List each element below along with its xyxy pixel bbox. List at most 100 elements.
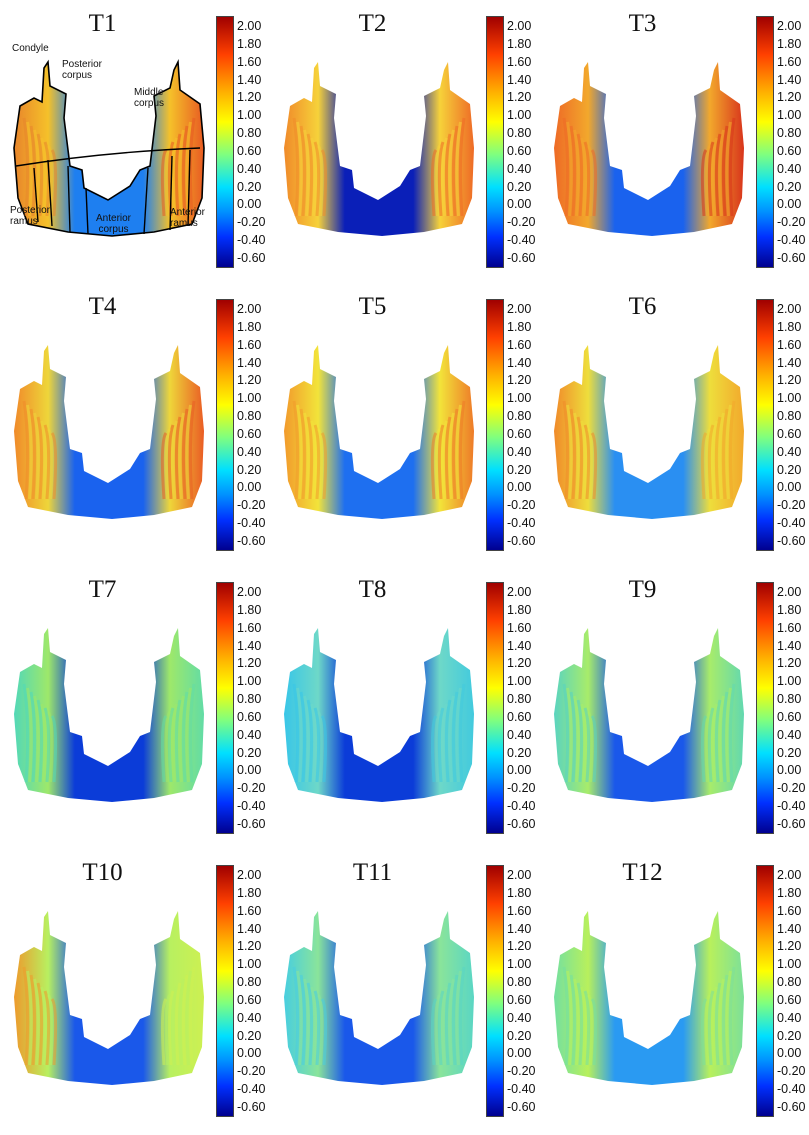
colorbar-tick-label: 0.80 <box>777 974 802 989</box>
colorbar-tick-label: 2.00 <box>777 301 802 316</box>
colorbar-tick-label: -0.60 <box>777 816 806 831</box>
panel-title: T12 <box>622 859 663 886</box>
colorbar-labels: 2.00 1.80 1.60 1.40 1.20 1.00 0.80 0.60 0.40 0.20… <box>237 582 277 834</box>
colorbar-tick-label: 0.00 <box>777 1046 802 1061</box>
colorbar-tick-label: -0.40 <box>237 1081 266 1096</box>
colorbar-tick-label: -0.40 <box>237 515 266 530</box>
mandible-surface <box>14 345 204 519</box>
colorbar-tick-label: 0.80 <box>507 691 532 706</box>
colorbar-tick-label: 0.60 <box>507 426 532 441</box>
colorbar-labels: 2.00 1.80 1.60 1.40 1.20 1.00 0.80 0.60 0.40 0.20… <box>237 16 277 268</box>
colorbar-labels: 2.00 1.80 1.60 1.40 1.20 1.00 0.80 0.60 0.40 0.20… <box>777 865 809 1117</box>
panel-title: T2 <box>358 10 387 37</box>
colorbar-tick-label: -0.40 <box>777 798 806 813</box>
mandible-heatmap <box>554 911 744 1085</box>
colorbar-tick-label: 1.40 <box>777 921 802 936</box>
colorbar-tick-label: 1.80 <box>237 36 262 51</box>
mandible-heatmap <box>284 62 474 236</box>
colorbar-tick-label: 0.40 <box>237 1010 262 1025</box>
colorbar-tick-label: 0.00 <box>507 480 532 495</box>
panel-t10: T10 2.00 1.80 1.60 1.40 1.20 1.00 0.80 0.60 0.40 0… <box>0 849 270 1132</box>
colorbar-tick-label: 1.80 <box>507 319 532 334</box>
panel-title: T9 <box>628 576 657 603</box>
colorbar <box>756 582 774 834</box>
colorbar-tick-label: 0.60 <box>237 143 262 158</box>
colorbar-tick-label: -0.60 <box>507 250 536 265</box>
colorbar-tick-label: 2.00 <box>237 584 262 599</box>
colorbar-tick-label: 1.20 <box>777 656 802 671</box>
colorbar-tick-label: -0.20 <box>507 781 536 796</box>
mandible-surface <box>284 345 474 519</box>
colorbar-tick-label: 0.20 <box>237 1028 262 1043</box>
colorbar-tick-label: -0.20 <box>237 215 266 230</box>
colorbar-tick-label: -0.60 <box>777 250 806 265</box>
colorbar-tick-label: -0.60 <box>237 1099 266 1114</box>
colorbar <box>216 299 234 551</box>
colorbar-tick-label: 0.00 <box>237 197 262 212</box>
colorbar <box>756 299 774 551</box>
colorbar-tick-label: 0.60 <box>237 992 262 1007</box>
panel-t9: T9 2.00 1.80 1.60 1.40 1.20 1.00 0.80 0.60 0.40 0.… <box>540 566 809 849</box>
panel-title: T11 <box>352 859 393 886</box>
colorbar-tick-label: 0.00 <box>507 197 532 212</box>
colorbar-tick-label: -0.40 <box>237 232 266 247</box>
mandible-surface <box>284 911 474 1085</box>
colorbar-tick-label: 0.00 <box>237 1046 262 1061</box>
colorbar-tick-label: 2.00 <box>237 18 262 33</box>
colorbar-tick-label: 1.60 <box>507 903 532 918</box>
colorbar-tick-label: 0.00 <box>507 1046 532 1061</box>
colorbar-tick-label: 1.40 <box>237 921 262 936</box>
mandible-heatmap <box>554 628 744 802</box>
colorbar-tick-label: 0.00 <box>237 763 262 778</box>
colorbar-tick-label: 1.40 <box>777 355 802 370</box>
panel-title: T7 <box>88 576 117 603</box>
colorbar-tick-label: 0.80 <box>777 408 802 423</box>
colorbar-tick-label: -0.60 <box>777 1099 806 1114</box>
colorbar-tick-label: 1.20 <box>777 90 802 105</box>
mandible-surface <box>14 628 204 802</box>
colorbar-tick-label: 1.80 <box>507 36 532 51</box>
colorbar-tick-label: 0.20 <box>507 745 532 760</box>
middle-corpus-label: Middle corpus <box>134 87 165 109</box>
panel-title: T4 <box>88 293 117 320</box>
colorbar-tick-label: 0.00 <box>777 197 802 212</box>
colorbar-tick-label: 0.60 <box>777 143 802 158</box>
colorbar-tick-label: 0.60 <box>507 992 532 1007</box>
colorbar-tick-label: -0.20 <box>507 215 536 230</box>
colorbar-tick-label: 1.60 <box>507 337 532 352</box>
colorbar-tick-label: 1.60 <box>777 620 802 635</box>
colorbar-tick-label: -0.40 <box>237 798 266 813</box>
colorbar <box>216 16 234 268</box>
region-divider <box>169 155 173 231</box>
colorbar-tick-label: -0.60 <box>507 533 536 548</box>
colorbar-tick-label: 2.00 <box>777 867 802 882</box>
colorbar-tick-label: 0.40 <box>237 727 262 742</box>
colorbar-tick-label: 0.60 <box>777 709 802 724</box>
colorbar-tick-label: 1.40 <box>237 72 262 87</box>
colorbar-tick-label: -0.20 <box>777 498 806 513</box>
colorbar-tick-label: 1.00 <box>237 107 262 122</box>
colorbar-tick-label: 1.00 <box>507 390 532 405</box>
colorbar-tick-label: 1.40 <box>237 355 262 370</box>
colorbar-labels: 2.00 1.80 1.60 1.40 1.20 1.00 0.80 0.60 0.40 0.20… <box>507 865 547 1117</box>
colorbar-tick-label: 0.20 <box>777 745 802 760</box>
colorbar-tick-label: 1.60 <box>507 620 532 635</box>
colorbar-tick-label: 1.00 <box>507 673 532 688</box>
colorbar-tick-label: -0.20 <box>777 1064 806 1079</box>
colorbar-tick-label: -0.20 <box>237 781 266 796</box>
colorbar-tick-label: 0.40 <box>507 161 532 176</box>
colorbar-tick-label: 0.20 <box>237 745 262 760</box>
colorbar <box>756 16 774 268</box>
colorbar-tick-label: 1.00 <box>507 956 532 971</box>
colorbar-tick-label: 1.80 <box>237 885 262 900</box>
colorbar-tick-label: 1.20 <box>237 373 262 388</box>
colorbar-tick-label: 1.20 <box>507 939 532 954</box>
colorbar-tick-label: 1.80 <box>507 602 532 617</box>
colorbar-tick-label: -0.20 <box>237 498 266 513</box>
colorbar-tick-label: 1.40 <box>777 72 802 87</box>
panel-title: T10 <box>82 859 123 886</box>
mandible-heatmap <box>284 345 474 519</box>
colorbar-tick-label: 0.80 <box>237 974 262 989</box>
mandible-surface <box>554 911 744 1085</box>
colorbar-tick-label: 1.80 <box>237 602 262 617</box>
